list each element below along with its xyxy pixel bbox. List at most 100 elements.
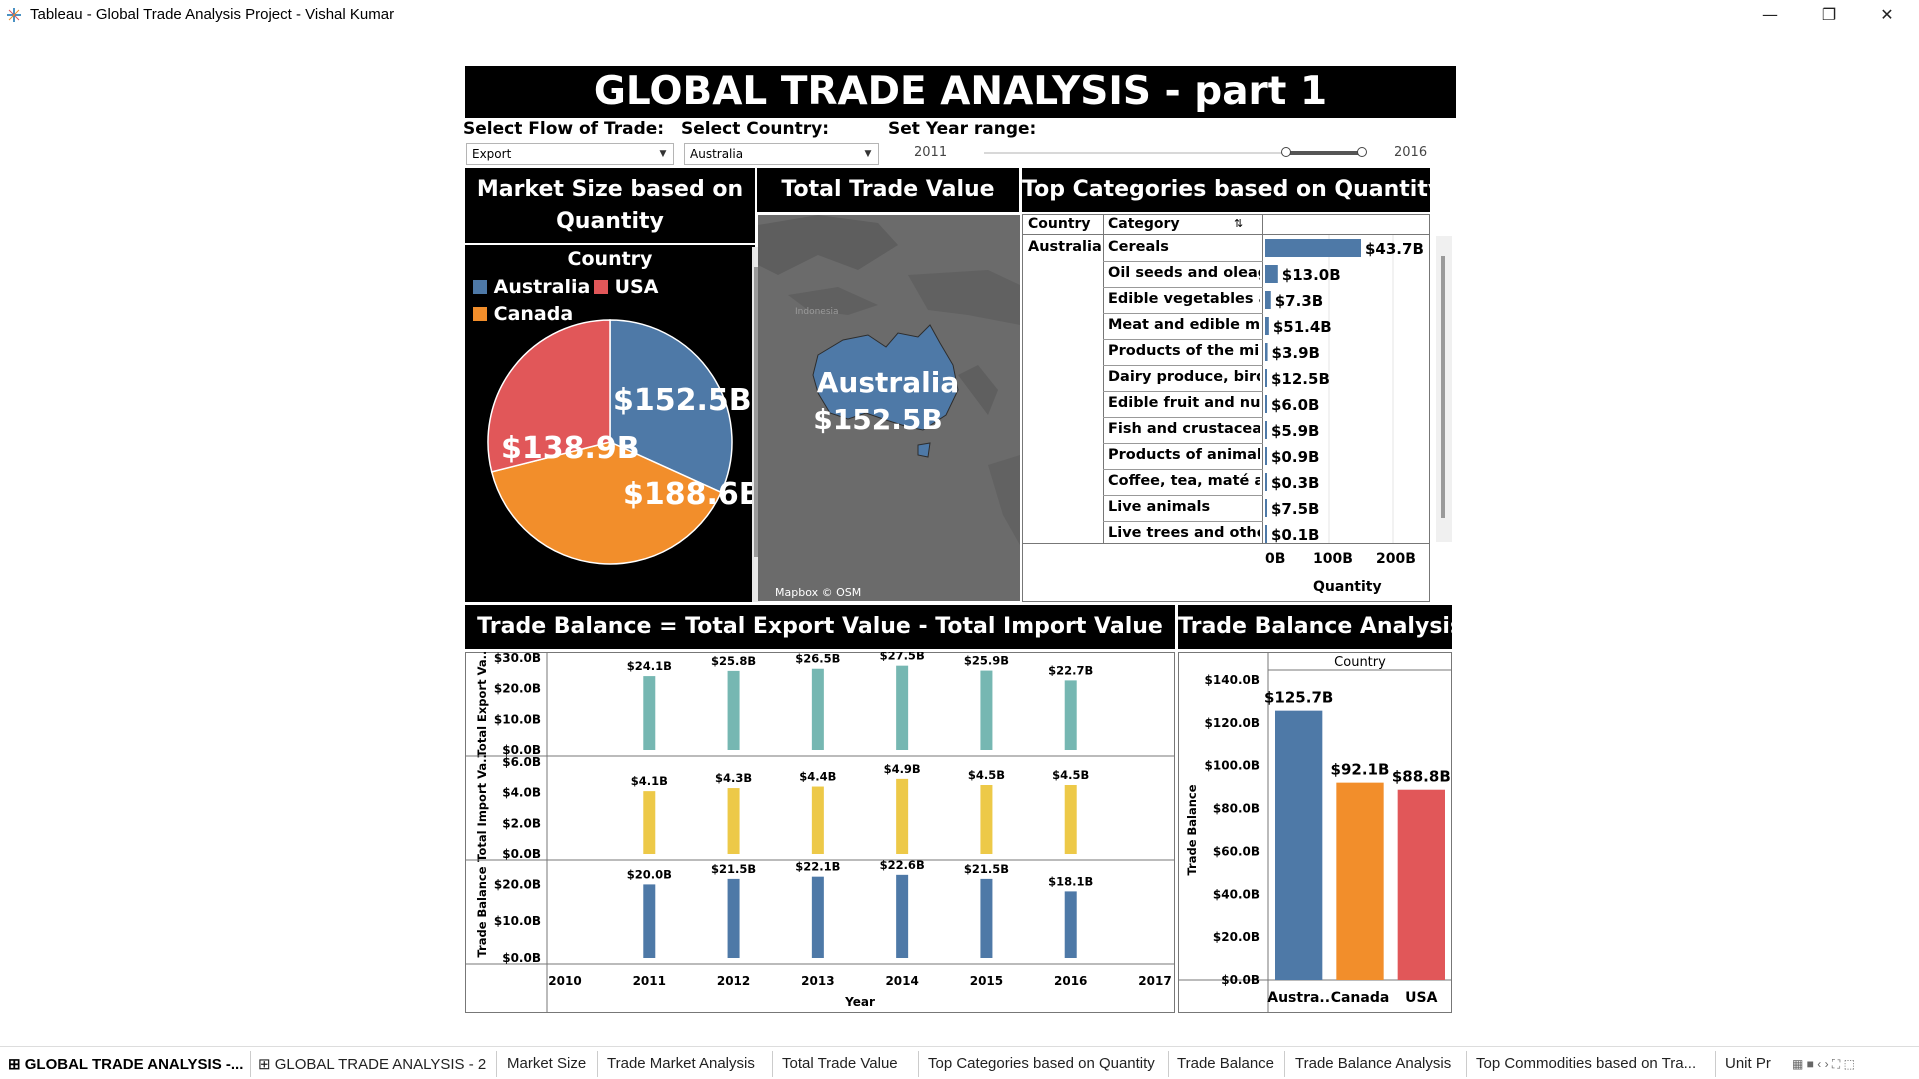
category-bar[interactable] [1265,447,1267,465]
category-label[interactable]: Edible fruit and nuts.. [1108,395,1260,411]
col-header-country[interactable]: Country [1028,216,1091,232]
sort-icon[interactable]: ⇅ [1234,217,1244,230]
tableau-logo-icon [7,8,21,22]
category-label[interactable]: Live animals [1108,499,1211,515]
category-label[interactable]: Dairy produce, birds.. [1108,369,1260,385]
balance-bar[interactable] [1336,782,1384,980]
tab-label: GLOBAL TRADE ANALYSIS -... [24,1056,244,1073]
category-value-label: $7.3B [1275,292,1323,310]
trade-bar[interactable] [1064,680,1077,750]
scrollbar[interactable] [1436,236,1452,542]
y-tick-label: $20.0B [1213,930,1260,944]
scrollbar[interactable] [752,247,760,602]
y-tick-label: $4.0B [502,786,541,800]
trade-bar[interactable] [1064,891,1077,958]
trade-balance-chart[interactable]: $30.0B $20.0B $10.0B $0.0B Total Export Va..… [465,652,1175,1013]
tab-global-trade-2[interactable]: ⊞ GLOBAL TRADE ANALYSIS - 2 [258,1056,487,1073]
year-slider-max-handle[interactable] [1357,147,1367,157]
bar-value-label: $21.5B [711,862,756,876]
trade-bar[interactable] [727,788,740,854]
category-bar[interactable] [1265,291,1271,309]
trade-bar[interactable] [811,876,824,958]
y-tick-label: $0.0B [502,951,541,965]
balance-bar[interactable] [1275,710,1323,980]
flow-dropdown[interactable]: Export ▼ [466,143,674,165]
total-trade-map[interactable] [758,215,1020,601]
close-button[interactable]: ✕ [1880,5,1894,24]
category-bar[interactable] [1265,395,1267,413]
tab-market-size[interactable]: Market Size [507,1055,587,1072]
scrollbar-thumb[interactable] [1441,256,1445,518]
trade-bar[interactable] [1064,785,1077,854]
category-label[interactable]: Oil seeds and oleagi.. [1108,265,1260,281]
trade-bar[interactable] [811,786,824,854]
balance-bar[interactable] [1397,789,1445,980]
trade-bar[interactable] [896,665,909,750]
category-label[interactable]: Live trees and other .. [1108,525,1260,541]
pie-slice-usa[interactable] [487,319,611,473]
tab-unit-price[interactable]: Unit Pr [1725,1055,1771,1072]
trade-bar[interactable] [643,791,656,854]
legend-item-australia[interactable]: Australia [473,276,590,298]
year-slider-min-handle[interactable] [1281,147,1291,157]
category-label[interactable]: Cereals [1108,239,1169,255]
year-slider-track[interactable] [984,152,1364,154]
tab-separator [918,1051,919,1077]
tab-trade-market-analysis[interactable]: Trade Market Analysis [607,1055,755,1072]
trade-bar[interactable] [811,668,824,750]
category-label[interactable]: Edible vegetables an.. [1108,291,1260,307]
trade-bar[interactable] [643,884,656,958]
tab-total-trade-value[interactable]: Total Trade Value [782,1055,898,1072]
balance-analysis-header: Trade Balance Analysis [1178,605,1463,649]
tab-trade-balance[interactable]: Trade Balance [1177,1055,1275,1072]
category-label[interactable]: Products of animal o.. [1108,447,1260,463]
category-label[interactable]: Fish and crustacean.. [1108,421,1260,437]
category-bar[interactable] [1265,265,1278,283]
bar-value-label: $24.1B [627,659,672,673]
tab-top-commodities[interactable]: Top Commodities based on Tra... [1476,1055,1697,1072]
category-bar[interactable] [1265,369,1267,387]
col-header-category[interactable]: Category [1108,216,1180,232]
pie-slice-australia[interactable] [609,319,733,494]
category-bar[interactable] [1265,499,1267,517]
category-bar[interactable] [1265,421,1267,439]
legend-item-canada[interactable]: Canada [473,303,573,325]
scrollbar-thumb[interactable] [754,267,758,557]
market-size-pie-chart[interactable]: $152.5B $188.6B $138.9B [465,310,755,570]
category-bar[interactable] [1265,343,1268,361]
trade-bar[interactable] [643,676,656,750]
legend-item-usa[interactable]: USA [594,276,658,298]
tab-global-trade-1[interactable]: ⊞ GLOBAL TRADE ANALYSIS -... [8,1056,244,1073]
category-label[interactable]: Coffee, tea, maté an.. [1108,473,1260,489]
y-tick-label: $100.0B [1205,759,1260,773]
trade-bar[interactable] [980,878,993,958]
country-dropdown[interactable]: Australia ▼ [684,143,879,165]
trade-bar[interactable] [727,670,740,750]
window-title-bar: Tableau - Global Trade Analysis Project … [0,0,1919,29]
restore-button[interactable]: ❐ [1821,5,1837,24]
tab-separator [597,1051,598,1077]
trade-bar[interactable] [980,785,993,854]
category-bar[interactable] [1265,239,1361,257]
trade-bar[interactable] [727,878,740,958]
pie-slice-canada[interactable] [490,441,723,565]
category-label[interactable]: Products of the milli.. [1108,343,1260,359]
category-value-label: $13.0B [1282,266,1341,284]
category-value-label: $43.7B [1365,240,1424,258]
balance-analysis-chart[interactable]: Country $140.0B $120.0B $100.0B $80.0B $60.0B… [1178,652,1452,1013]
category-bar[interactable] [1265,317,1269,335]
sheet-nav-icons[interactable]: ▦ ■ ‹ › ⛶ ⬚ [1792,1057,1855,1071]
minimize-button[interactable]: — [1762,5,1778,24]
tab-trade-balance-analysis[interactable]: Trade Balance Analysis [1295,1055,1452,1072]
row-divider [1103,365,1263,366]
map-attribution[interactable]: Mapbox © OSM [775,586,862,599]
category-bars[interactable]: $43.7B $13.0B $7.3B $51.4B $3.9B $12.5B $6.0B $… [1263,235,1429,543]
category-bar[interactable] [1265,473,1267,491]
trade-bar[interactable] [980,670,993,750]
trade-bar[interactable] [896,778,909,854]
category-label[interactable]: Meat and edible me.. [1108,317,1260,333]
map-country-label: Australia [816,366,960,399]
trade-bar[interactable] [896,874,909,958]
category-bar[interactable] [1265,525,1267,543]
tab-top-categories[interactable]: Top Categories based on Quantity [928,1055,1155,1072]
